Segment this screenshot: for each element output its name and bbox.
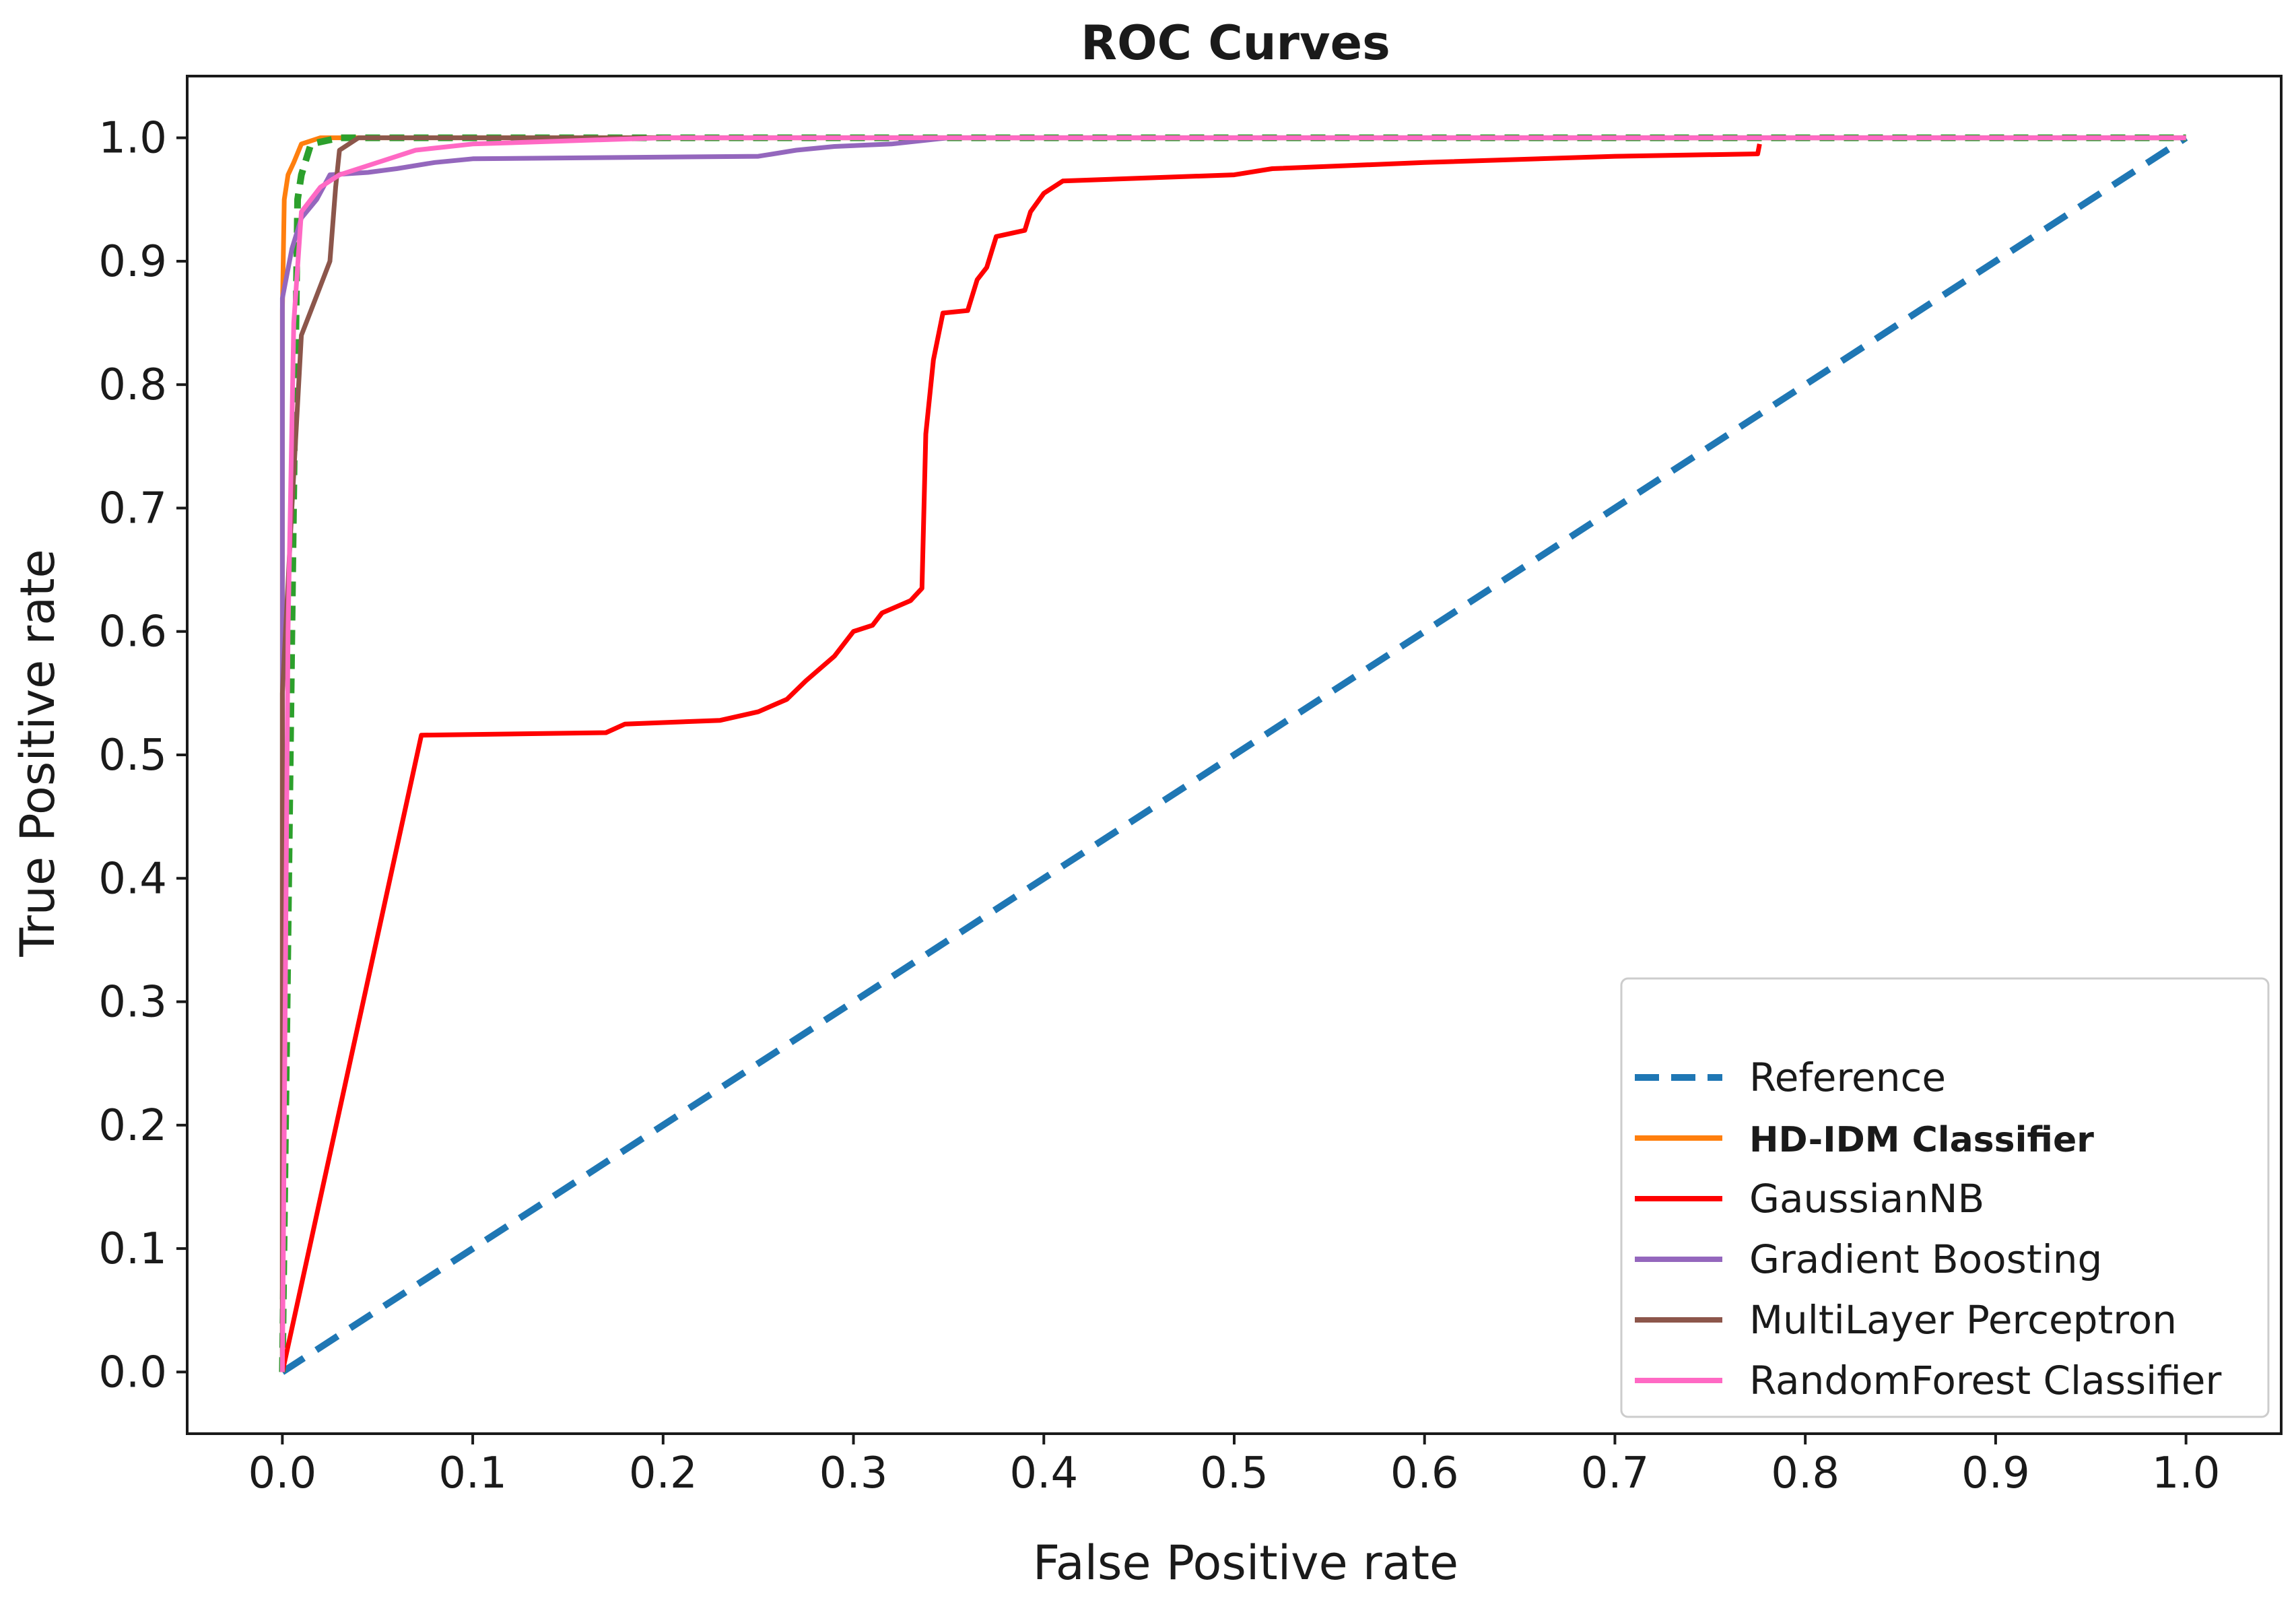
- x-tick-label: 0.7: [1581, 1449, 1650, 1498]
- x-tick-label: 0.4: [1009, 1449, 1078, 1498]
- legend-label: MultiLayer Perceptron: [1749, 1297, 2177, 1343]
- y-tick-label: 0.0: [98, 1347, 167, 1397]
- x-tick-label: 0.2: [629, 1449, 698, 1498]
- x-tick-label: 0.1: [438, 1449, 507, 1498]
- legend-label: HD-IDM Classifier: [1749, 1120, 2094, 1160]
- series-line-randomforest-classifier: [279, 135, 2186, 1372]
- y-tick-label: 0.2: [98, 1101, 167, 1151]
- x-tick-label: 0.9: [1961, 1449, 2030, 1498]
- series-line-reference: [280, 135, 2188, 1375]
- x-axis-label: False Positive rate: [1033, 1535, 1458, 1591]
- legend-label: RandomForest Classifier: [1749, 1358, 2221, 1403]
- legend-label: GaussianNB: [1749, 1176, 1984, 1222]
- legend-box: [1620, 977, 2270, 1418]
- x-tick-label: 1.0: [2152, 1449, 2221, 1498]
- x-tick-label: 0.5: [1200, 1449, 1269, 1498]
- y-tick-label: 0.3: [98, 978, 167, 1028]
- legend: Reference HD-IDM Classifier GaussianNB Grad…: [1620, 977, 2270, 1418]
- y-tick-label: 1.0: [98, 114, 167, 164]
- y-tick-label: 0.5: [98, 731, 167, 780]
- x-tick-label: 0.8: [1771, 1449, 1839, 1498]
- y-tick-label: 0.4: [98, 854, 167, 904]
- series-line-gradient-boosting: [279, 135, 2186, 1372]
- y-tick-label: 0.8: [98, 360, 167, 410]
- legend-label: Reference: [1749, 1055, 1946, 1100]
- y-tick-label: 0.1: [98, 1224, 167, 1274]
- series-lines: [279, 134, 2188, 1375]
- x-tick-label: 0.6: [1390, 1449, 1459, 1498]
- legend-label: Gradient Boosting: [1749, 1236, 2102, 1282]
- y-tick-label: 0.9: [98, 237, 167, 287]
- x-tick-label: 0.0: [248, 1449, 316, 1498]
- y-tick-label: 0.6: [98, 607, 167, 657]
- series-line-legacy-unlabeled-: [279, 134, 2186, 1372]
- x-tick-label: 0.3: [819, 1449, 888, 1498]
- axis-ticks: 0.0 0.1 0.2 0.3 0.4 0.5 0.6 0.7 0.8 0.9 1.0 0.0 0.1 0…: [98, 114, 2220, 1498]
- y-tick-label: 0.7: [98, 484, 167, 533]
- y-axis-label: True Positive rate: [10, 549, 65, 957]
- series-line-gaussiannb: [279, 143, 1762, 1373]
- chart-title: ROC Curves: [1081, 15, 1390, 71]
